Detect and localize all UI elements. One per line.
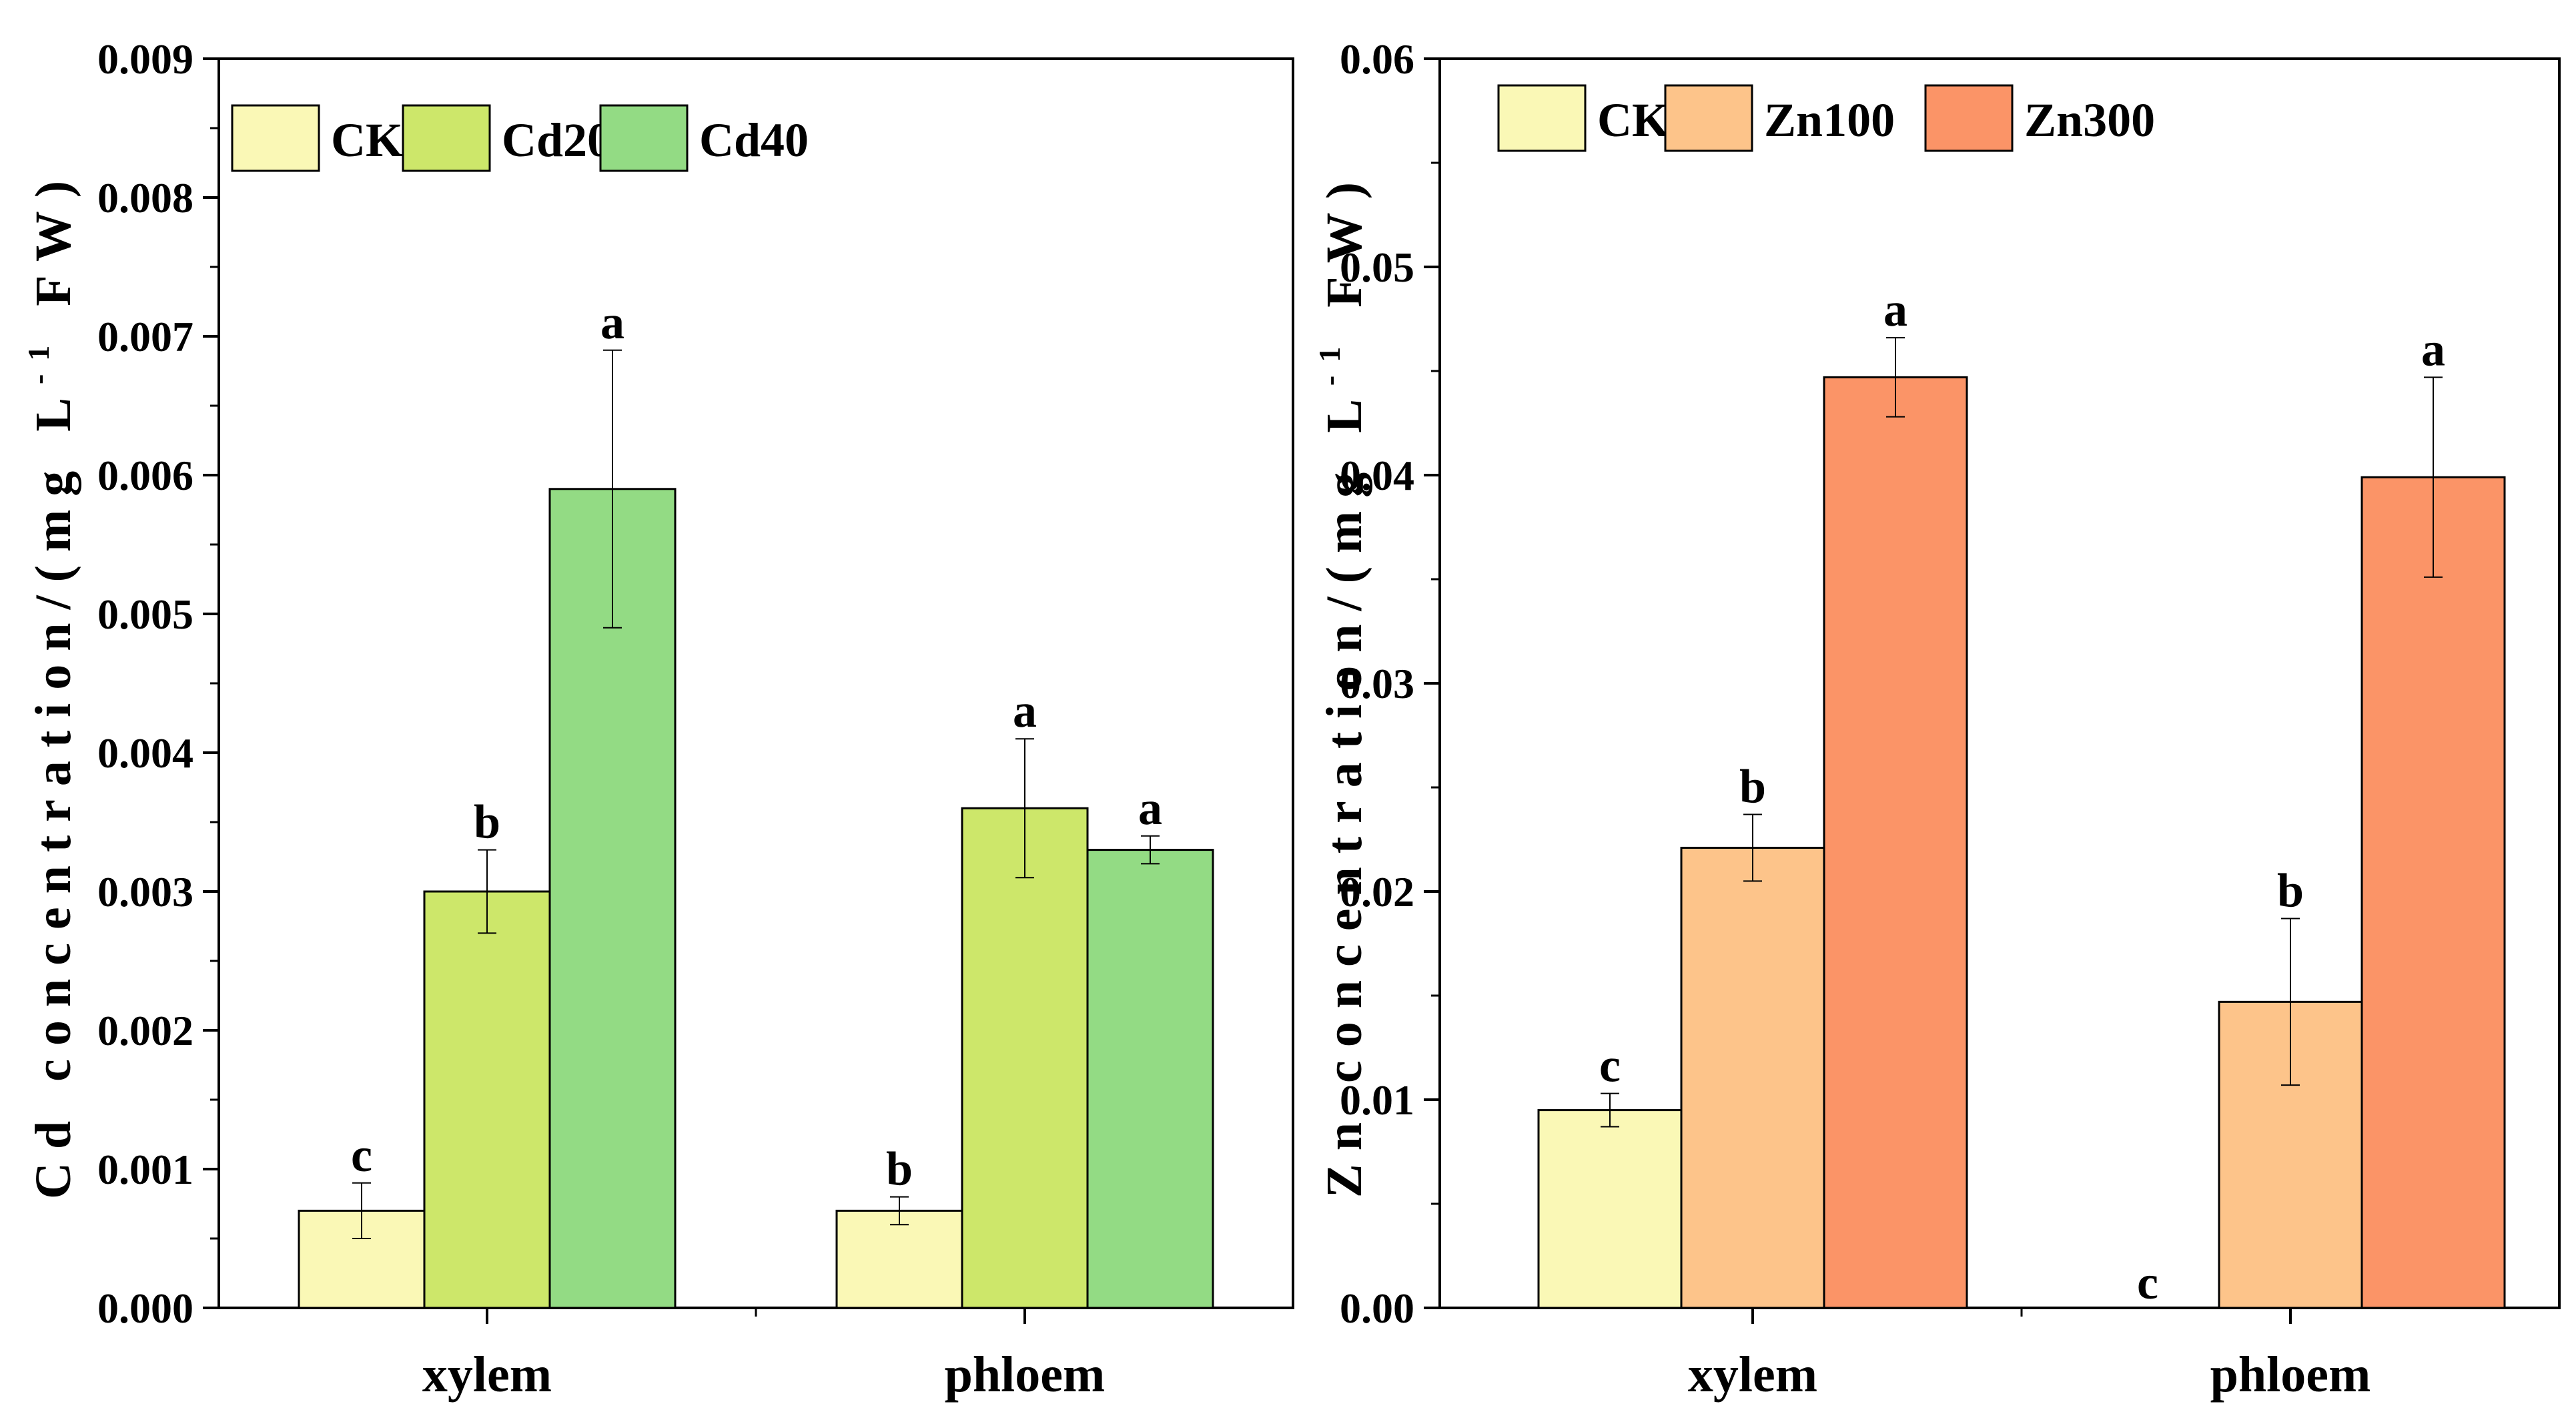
legend-label-Cd20: Cd20 xyxy=(502,113,611,167)
significance-letter: b xyxy=(474,795,500,849)
bar-Cd20-phloem xyxy=(961,807,1089,1309)
y-tick-label: 0.002 xyxy=(97,1007,193,1054)
y-axis-title-superscript: -1 xyxy=(21,332,55,384)
bar-Zn300-xylem xyxy=(1823,376,1968,1309)
significance-letter: b xyxy=(2277,864,2304,918)
y-tick-label: 0.005 xyxy=(97,591,193,638)
x-category-label-phloem: phloem xyxy=(945,1347,1106,1403)
chart-panel-1: 0.000 0.001 0.002 0.003 0.004 0.005 0.006 0.007… xyxy=(21,35,1294,1403)
significance-letter: a xyxy=(1013,684,1037,737)
significance-letter: a xyxy=(600,296,624,349)
significance-letter: c xyxy=(1599,1039,1621,1092)
x-category-label-phloem: phloem xyxy=(2210,1347,2371,1403)
y-tick-label: 0.06 xyxy=(1340,35,1414,83)
legend-swatch-Cd20 xyxy=(402,104,491,172)
y-axis-title: Cd concentration/(mg L-1 FW) xyxy=(21,167,81,1199)
significance-letter: a xyxy=(2421,322,2445,376)
y-tick-label: 0.04 xyxy=(1340,452,1414,499)
y-axis-title-superscript: -1 xyxy=(1312,334,1346,386)
y-tick-label: 0.00 xyxy=(1340,1285,1414,1332)
bar-Zn100-xylem xyxy=(1680,846,1825,1309)
y-axis-title-main: Cd concentration/(mg L xyxy=(25,384,81,1199)
significance-letter: b xyxy=(886,1142,913,1196)
bar-Zn300-phloem xyxy=(2360,476,2506,1309)
x-category-label-xylem: xylem xyxy=(1688,1347,1817,1403)
significance-letter: a xyxy=(1138,781,1162,835)
legend-label-Cd40: Cd40 xyxy=(699,113,809,167)
significance-letter: b xyxy=(1739,760,1766,813)
significance-letter: a xyxy=(1883,283,1907,336)
legend-swatch-Zn300 xyxy=(1924,84,2014,152)
y-tick-label: 0.004 xyxy=(97,729,193,777)
significance-letter: c xyxy=(2137,1256,2158,1309)
significance-letter: c xyxy=(351,1128,372,1182)
y-axis-title-main: Zn concentration/(mg L xyxy=(1316,386,1372,1198)
y-tick-label: 0.008 xyxy=(97,174,193,222)
y-tick-label: 0.03 xyxy=(1340,660,1414,707)
x-category-label-xylem: xylem xyxy=(422,1347,552,1403)
y-tick-label: 0.01 xyxy=(1340,1076,1414,1124)
y-tick-label: 0.003 xyxy=(97,868,193,916)
bar-Cd40-phloem xyxy=(1086,849,1214,1309)
y-axis-title: Zn concentration/(mg L-1 FW) xyxy=(1312,169,1372,1198)
y-tick-label: 0.007 xyxy=(97,313,193,360)
y-tick-label: 0.02 xyxy=(1340,868,1414,916)
y-tick-label: 0.05 xyxy=(1340,244,1414,291)
bar-Cd20-xylem xyxy=(423,890,551,1309)
y-tick-label: 0.000 xyxy=(97,1285,193,1332)
y-tick-label: 0.001 xyxy=(97,1146,193,1193)
legend-label-Zn100: Zn100 xyxy=(1764,93,1895,147)
legend-swatch-CK xyxy=(231,104,320,172)
bar-CK-phloem xyxy=(835,1209,963,1309)
legend-label-Zn300: Zn300 xyxy=(2024,93,2155,147)
bar-CK-xylem xyxy=(1537,1109,1683,1309)
legend-label-CK: CK xyxy=(1597,93,1669,147)
legend-swatch-Cd40 xyxy=(599,104,689,172)
legend-swatch-CK xyxy=(1497,84,1587,152)
y-axis-title-units: FW) xyxy=(1316,169,1372,334)
y-tick-label: 0.006 xyxy=(97,452,193,499)
y-axis-title-units: FW) xyxy=(25,167,81,332)
legend-swatch-Zn100 xyxy=(1664,84,1753,152)
legend-label-CK: CK xyxy=(331,113,403,167)
y-tick-label: 0.009 xyxy=(97,35,193,83)
